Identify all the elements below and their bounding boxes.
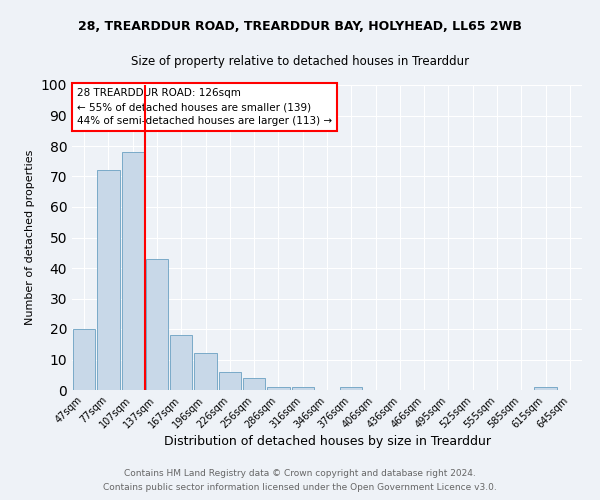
Bar — [267, 387, 290, 390]
Bar — [97, 170, 119, 390]
Text: Contains public sector information licensed under the Open Government Licence v3: Contains public sector information licen… — [103, 484, 497, 492]
Bar — [73, 329, 95, 390]
Y-axis label: Number of detached properties: Number of detached properties — [25, 150, 35, 325]
Bar — [146, 259, 168, 390]
Bar — [122, 152, 144, 390]
X-axis label: Distribution of detached houses by size in Trearddur: Distribution of detached houses by size … — [163, 436, 491, 448]
Bar — [218, 372, 241, 390]
Bar — [292, 387, 314, 390]
Bar — [170, 335, 193, 390]
Text: 28, TREARDDUR ROAD, TREARDDUR BAY, HOLYHEAD, LL65 2WB: 28, TREARDDUR ROAD, TREARDDUR BAY, HOLYH… — [78, 20, 522, 33]
Text: Size of property relative to detached houses in Trearddur: Size of property relative to detached ho… — [131, 55, 469, 68]
Bar — [340, 387, 362, 390]
Bar — [194, 354, 217, 390]
Text: Contains HM Land Registry data © Crown copyright and database right 2024.: Contains HM Land Registry data © Crown c… — [124, 468, 476, 477]
Bar — [243, 378, 265, 390]
Text: 28 TREARDDUR ROAD: 126sqm
← 55% of detached houses are smaller (139)
44% of semi: 28 TREARDDUR ROAD: 126sqm ← 55% of detac… — [77, 88, 332, 126]
Bar — [535, 387, 557, 390]
